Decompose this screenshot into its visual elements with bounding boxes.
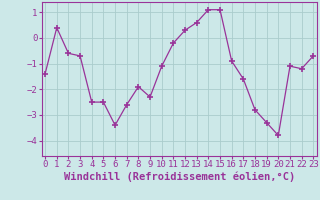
X-axis label: Windchill (Refroidissement éolien,°C): Windchill (Refroidissement éolien,°C) — [64, 172, 295, 182]
